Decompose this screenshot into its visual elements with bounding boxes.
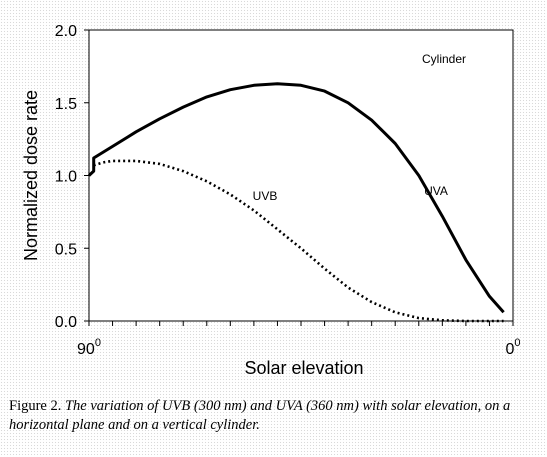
x-tick-label: 900 (77, 337, 101, 358)
series-line-uva (87, 82, 505, 314)
figure-caption: Figure 2. The variation of UVB (300 nm) … (9, 397, 539, 435)
y-tick-label: 0.5 (55, 241, 77, 258)
caption-prefix: Figure 2. (9, 398, 65, 414)
y-tick-label: 2.0 (55, 23, 77, 40)
series-line-uvb (93, 159, 504, 323)
x-tick-label: 00 (505, 337, 520, 358)
annotation-cylinder: Cylinder (422, 52, 466, 66)
y-tick-label: 1.5 (55, 96, 77, 113)
y-tick-label: 0.0 (55, 314, 77, 331)
caption-text: The variation of UVB (300 nm) and UVA (3… (9, 398, 511, 433)
x-axis-title: Solar elevation (244, 358, 363, 378)
plot-frame (88, 29, 514, 322)
annotation-uvb: UVB (253, 189, 278, 203)
annotation-uva: UVA (424, 184, 448, 198)
chart: 0.0 0.5 1.0 1.5 2.0 900 00 Solar elevation Norma… (21, 23, 521, 378)
y-tick-label: 1.0 (55, 169, 77, 186)
y-axis-title: Normalized dose rate (21, 90, 41, 261)
